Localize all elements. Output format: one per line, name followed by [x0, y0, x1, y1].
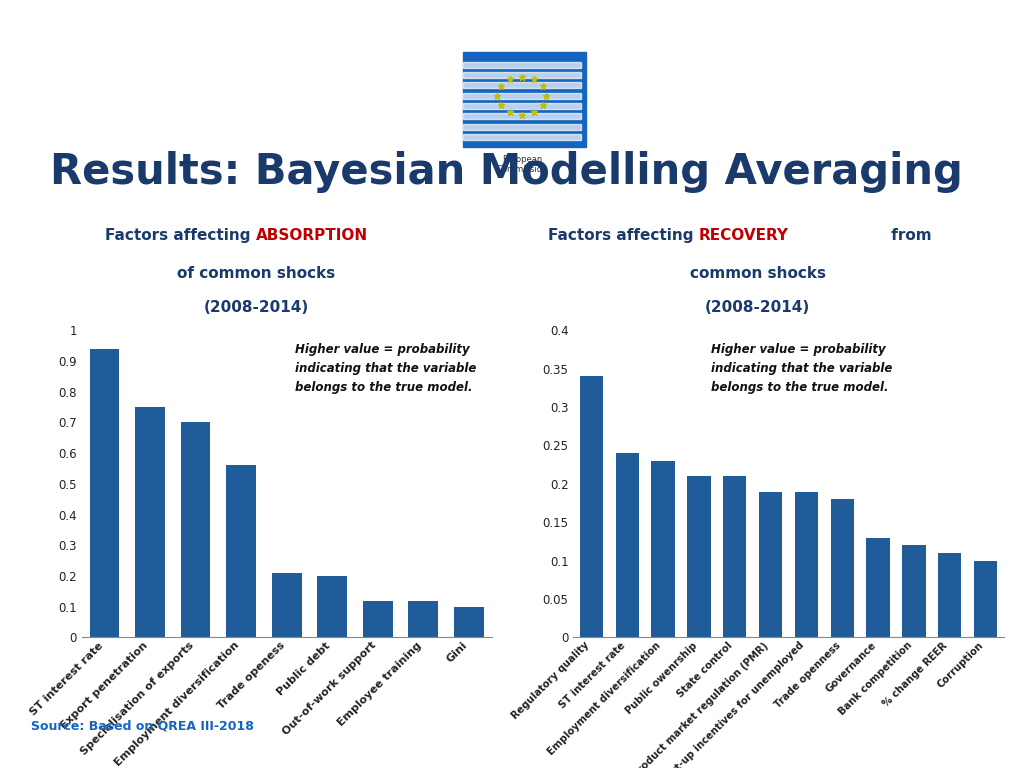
- Text: common shocks: common shocks: [690, 266, 825, 281]
- Bar: [463, 134, 581, 140]
- Text: (2008-2014): (2008-2014): [204, 300, 308, 315]
- Text: ABSORPTION: ABSORPTION: [256, 228, 368, 243]
- Text: RECOVERY: RECOVERY: [698, 228, 788, 243]
- Bar: [463, 62, 581, 68]
- Bar: [723, 476, 746, 637]
- Bar: [580, 376, 603, 637]
- Bar: [463, 93, 581, 98]
- Bar: [226, 465, 256, 637]
- Text: 9: 9: [470, 723, 482, 740]
- Text: Source: Based on QREA III-2018: Source: Based on QREA III-2018: [31, 720, 254, 732]
- Bar: [317, 576, 347, 637]
- Bar: [362, 601, 392, 637]
- Text: Higher value = probability
indicating that the variable
belongs to the true mode: Higher value = probability indicating th…: [295, 343, 476, 393]
- Text: (2008-2014): (2008-2014): [706, 300, 810, 315]
- Bar: [615, 453, 639, 637]
- Bar: [463, 82, 581, 88]
- Bar: [902, 545, 926, 637]
- Bar: [759, 492, 782, 637]
- Bar: [463, 103, 581, 109]
- Text: of common shocks: of common shocks: [177, 266, 335, 281]
- Bar: [463, 51, 586, 147]
- Text: Higher value = probability
indicating that the variable
belongs to the true mode: Higher value = probability indicating th…: [711, 343, 893, 393]
- Bar: [974, 561, 997, 637]
- Bar: [272, 573, 301, 637]
- Text: Factors affecting: Factors affecting: [548, 228, 698, 243]
- Bar: [181, 422, 211, 637]
- Bar: [866, 538, 890, 637]
- Bar: [463, 72, 581, 78]
- Bar: [651, 461, 675, 637]
- Bar: [409, 601, 438, 637]
- Bar: [463, 124, 581, 130]
- Bar: [938, 553, 962, 637]
- Bar: [795, 492, 818, 637]
- Text: Results: Bayesian Modelling Averaging: Results: Bayesian Modelling Averaging: [50, 151, 963, 193]
- Text: European
Commission: European Commission: [497, 154, 548, 174]
- Bar: [463, 114, 581, 119]
- Bar: [830, 499, 854, 637]
- Text: Factors affecting: Factors affecting: [105, 228, 256, 243]
- Bar: [687, 476, 711, 637]
- Bar: [90, 349, 120, 637]
- Bar: [135, 407, 165, 637]
- Text: from: from: [886, 228, 931, 243]
- Bar: [454, 607, 483, 637]
